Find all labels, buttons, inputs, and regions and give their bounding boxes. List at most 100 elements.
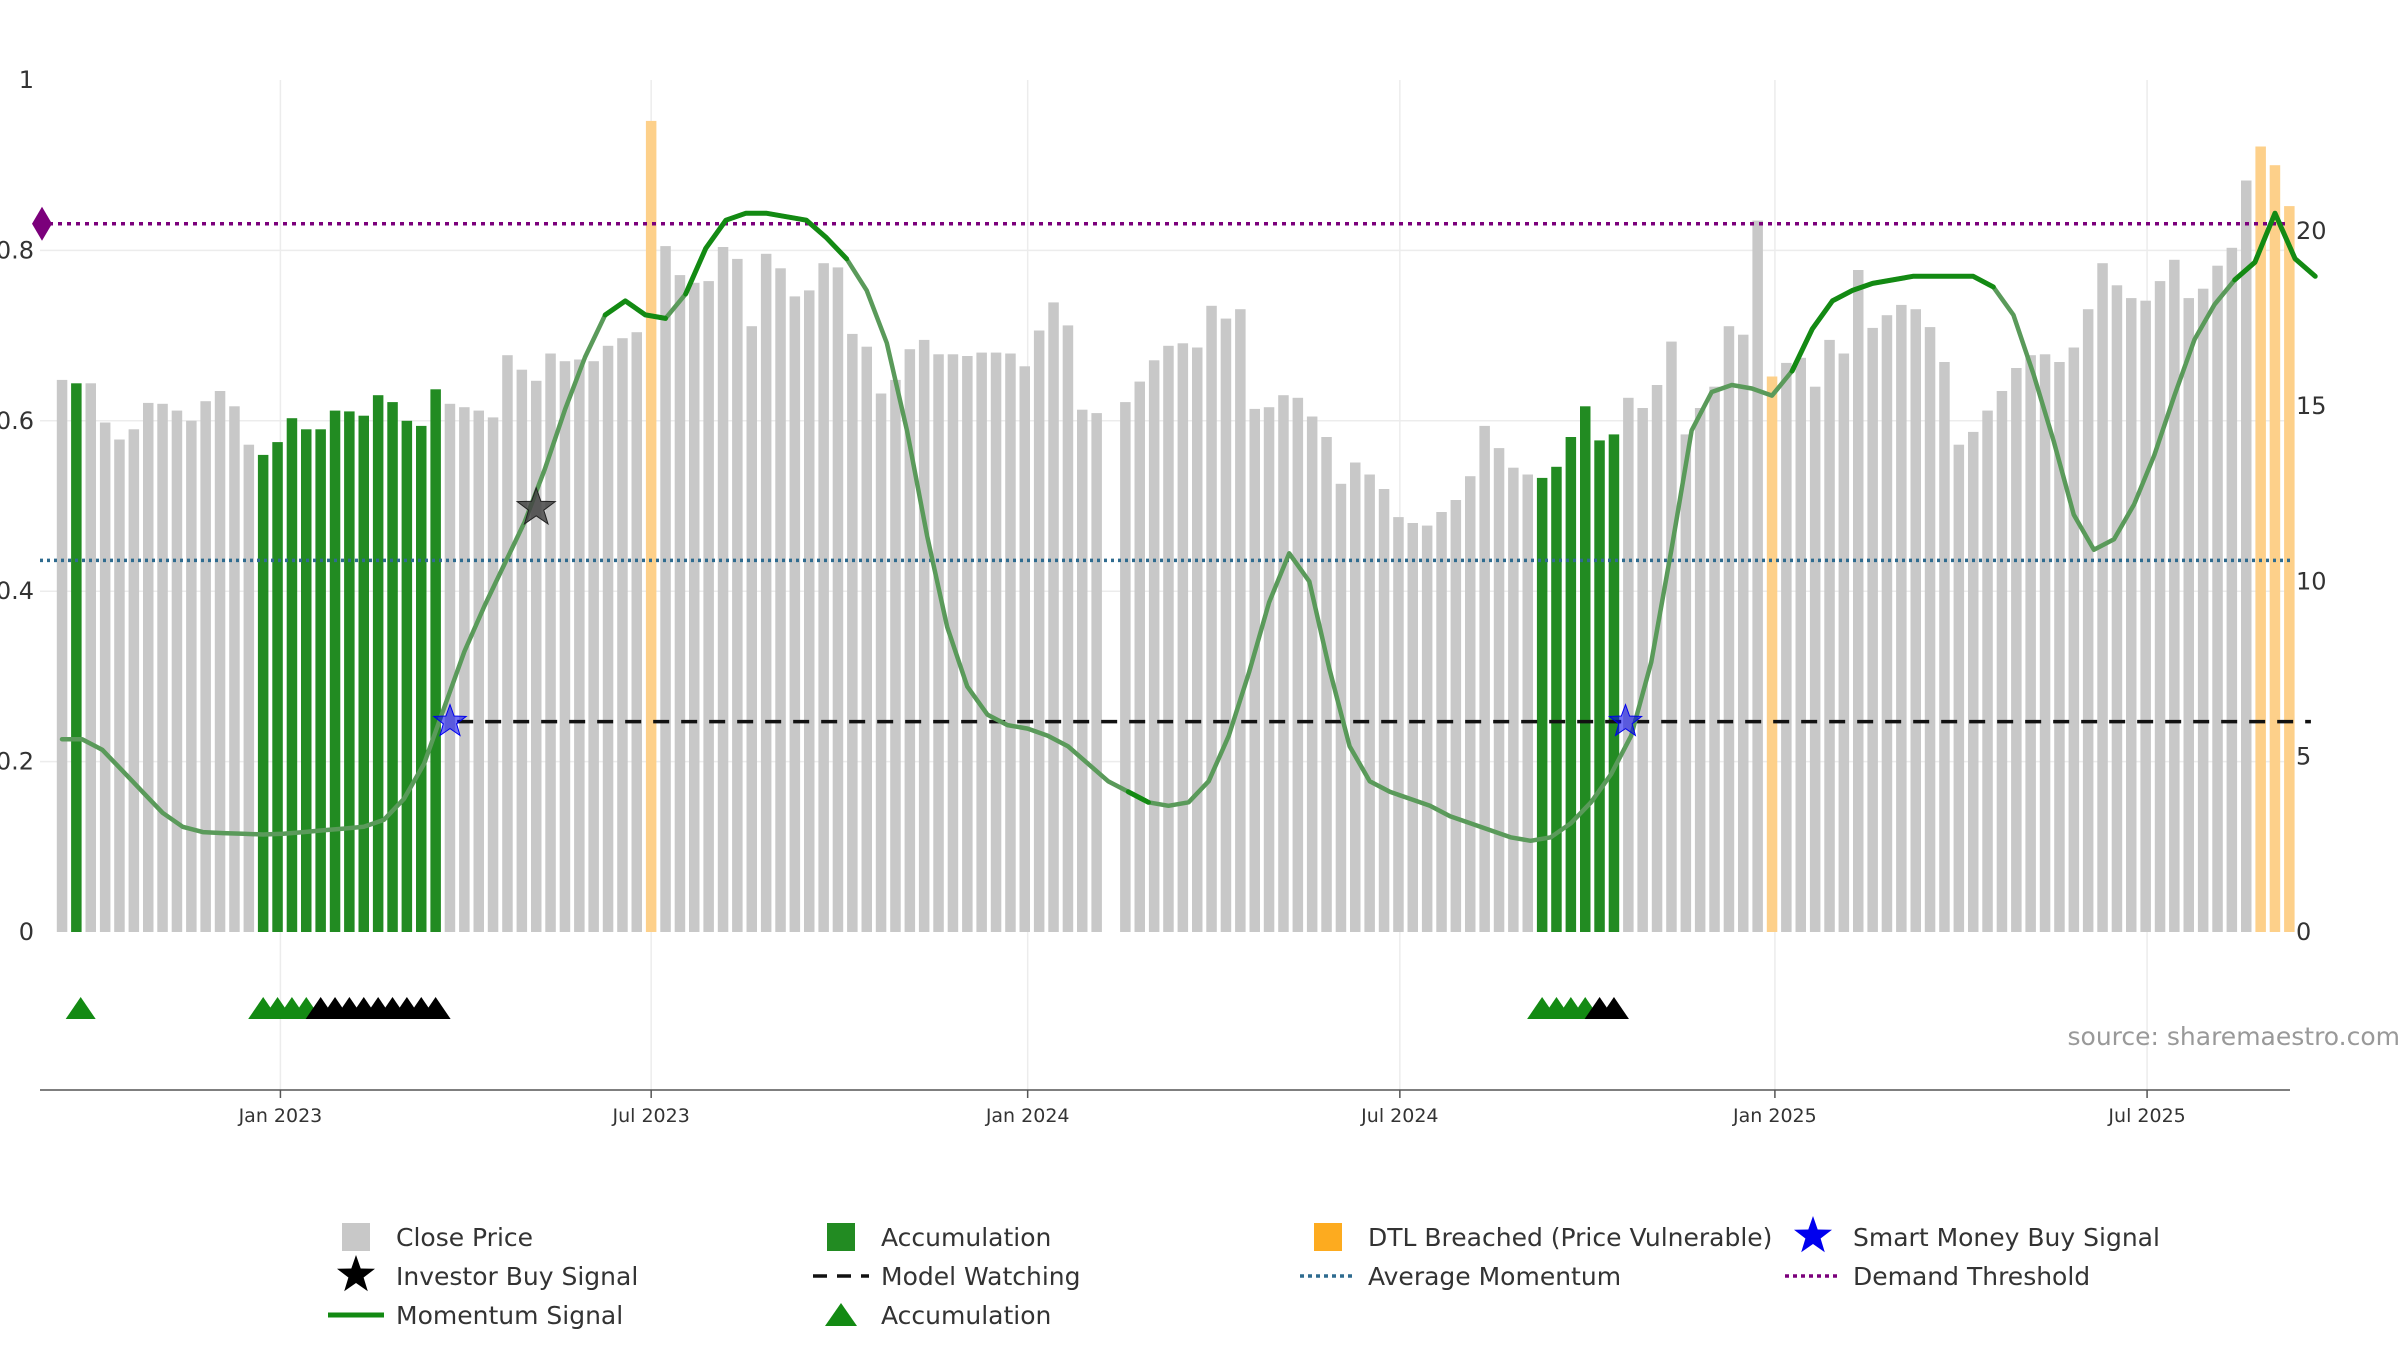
close-price-bar [990,352,1002,933]
close-price-bar [2126,298,2137,933]
close-price-bar [1192,347,1203,932]
legend-swatch-star [1794,1216,1832,1253]
close-price-bar [660,246,671,933]
close-price-bar [487,417,499,932]
close-price-bar [760,253,772,933]
close-price-bar [962,356,973,932]
momentum-signal-bold-segment [1125,789,1151,805]
close-price-bar [1465,476,1476,932]
close-price-bar [157,403,168,932]
close-price-bar [1752,220,1763,933]
legend-swatch-square [1314,1223,1342,1251]
x-axis-date-label: Jan 2025 [1732,1105,1817,1127]
close-price-bar [1321,437,1332,932]
accumulation-bar [71,383,82,932]
close-price-bar [2011,368,2022,932]
close-price-bar [114,439,125,932]
close-price-bar [1393,517,1404,932]
close-price-bar [1278,395,1289,932]
close-price-bar [1134,381,1145,933]
accumulation-bar [372,395,384,932]
x-axis-date-label: Jul 2023 [612,1105,690,1127]
close-price-bar [1062,325,1074,932]
accumulation-bar [344,411,355,932]
legend-label: Average Momentum [1368,1262,1621,1291]
close-price-bar [1522,474,1533,932]
legend-label: Model Watching [881,1262,1081,1291]
close-price-bar [1077,409,1088,932]
close-price-bar [1364,474,1375,932]
close-price-bar [1680,434,1692,932]
accumulation-bar [430,389,441,932]
close-price-bar [1120,402,1131,933]
close-price-bar [1493,448,1505,932]
close-price-bar [56,379,68,932]
close-price-bar [2068,347,2080,932]
close-price-bar [976,352,987,933]
legend-label: Close Price [396,1223,533,1252]
accumulation-bar [1580,406,1591,932]
close-price-bar [1824,339,1835,932]
momentum-signal-bold-segment [683,210,850,297]
close-price-bar [1953,444,1965,932]
accumulation-bar [358,415,369,932]
markers-layer [432,486,1643,737]
close-price-bar [1910,309,1921,932]
close-price-bar [1637,408,1648,932]
close-price-bar [1723,326,1735,932]
close-price-bar [617,338,628,932]
accumulation-bar [1608,434,1620,932]
close-price-bar [847,333,858,932]
close-price-bar [588,361,599,932]
close-price-bar [1019,366,1030,932]
close-price-bar [631,332,642,932]
x-axis-date-label: Jul 2024 [1360,1105,1438,1127]
close-price-bar [1292,397,1304,932]
close-price-bar [1881,315,1893,932]
legend-label: Accumulation [881,1301,1051,1330]
close-price-bar [128,429,140,932]
close-price-bar [1795,357,1806,932]
close-price-bar [473,410,484,933]
close-price-bar [559,361,571,932]
close-price-bar [2241,180,2252,932]
close-price-bar [1781,362,1792,932]
close-price-bar [1996,391,2008,932]
close-price-bar [1867,327,1878,932]
accumulation-bar [1594,440,1605,932]
accumulation-bar [257,454,269,932]
close-price-bar [1350,462,1361,932]
close-price-bar [2054,362,2065,932]
close-price-bar [2140,300,2151,932]
legend-label: Momentum Signal [396,1301,623,1330]
close-price-bar [674,275,686,933]
accumulation-bar [1565,437,1577,932]
accumulation-triangle-black [1598,997,1629,1019]
legend-swatch-square [342,1223,370,1251]
dtl-breached-bar [645,120,657,932]
legend-swatch-star [337,1255,375,1292]
close-price-bar [1378,489,1390,932]
left-axis-tick-label: 0.2 [0,748,34,776]
accumulation-bar [401,420,413,932]
right-axis-tick-label: 20 [2296,217,2327,245]
accumulation-bar [301,429,312,932]
accumulation-bar [315,429,326,932]
close-price-bar [2154,281,2166,933]
close-price-bar [1738,334,1749,932]
close-price-bar [1177,343,1189,932]
close-price-bar [1206,305,1217,932]
close-price-bar [1033,330,1045,932]
close-price-bar [214,391,226,932]
close-price-bar [1479,425,1490,932]
close-price-bar [775,268,786,932]
close-price-bar [1407,523,1418,932]
close-price-bar [1853,270,1864,932]
legend-swatch-triangle [825,1303,857,1326]
close-price-bar [2039,354,2051,932]
close-price-bar [789,296,801,932]
close-price-bar [1982,410,1993,933]
close-price-bar [933,354,944,932]
close-price-bar [1623,397,1634,932]
